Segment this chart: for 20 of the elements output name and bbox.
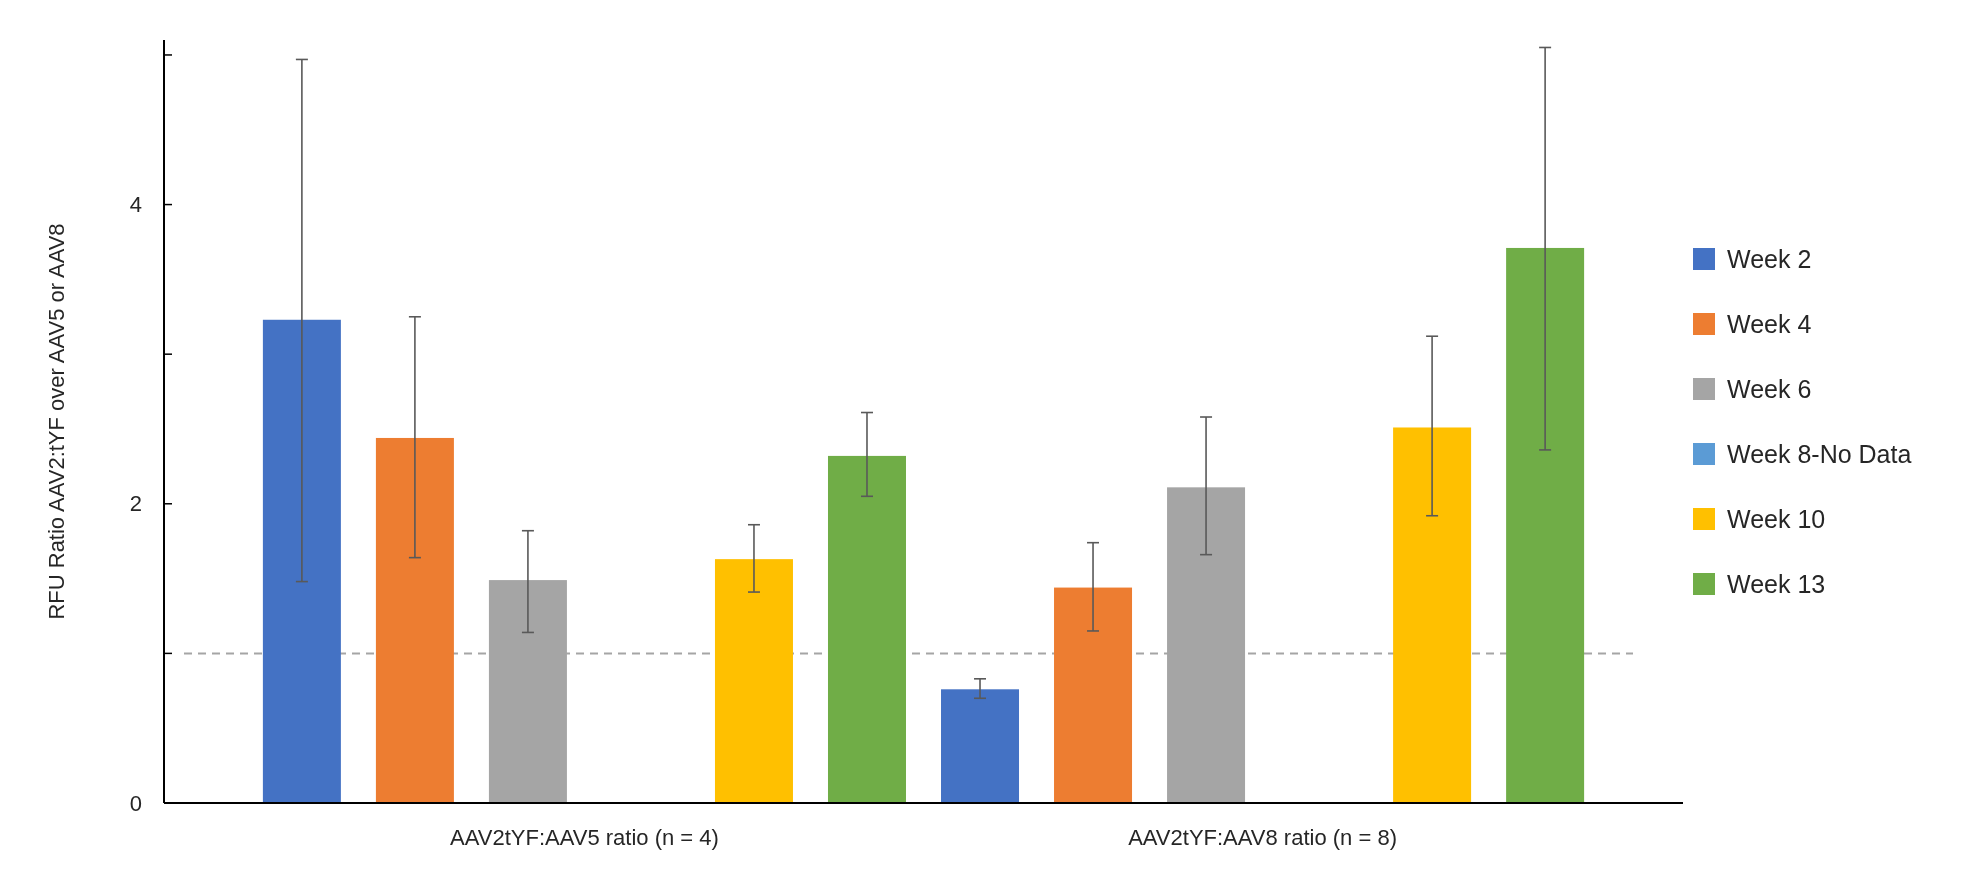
legend-label: Week 2 xyxy=(1727,244,1812,273)
bar xyxy=(375,437,454,803)
legend-label: Week 13 xyxy=(1727,569,1826,598)
y-tick-label: 4 xyxy=(129,192,142,218)
bar xyxy=(1393,427,1472,803)
bar xyxy=(714,559,793,803)
bar xyxy=(1054,587,1133,803)
legend-label: Week 6 xyxy=(1727,374,1812,403)
bar xyxy=(941,689,1020,803)
x-tick-label: AAV2tYF:AAV5 ratio (n = 4) xyxy=(450,825,719,850)
bar xyxy=(262,319,341,803)
legend-label: Week 4 xyxy=(1727,309,1812,338)
legend-label: Week 8-No Data xyxy=(1727,439,1912,468)
legend-label: Week 10 xyxy=(1727,504,1826,533)
bar xyxy=(1506,247,1585,803)
bar xyxy=(827,455,906,803)
y-tick-label: 0 xyxy=(129,790,142,816)
y-tick-label: 2 xyxy=(129,491,142,517)
y-axis-title: RFU Ratio AAV2:tYF over AAV5 or AAV8 xyxy=(44,223,69,620)
x-tick-label: AAV2tYF:AAV8 ratio (n = 8) xyxy=(1128,825,1397,850)
